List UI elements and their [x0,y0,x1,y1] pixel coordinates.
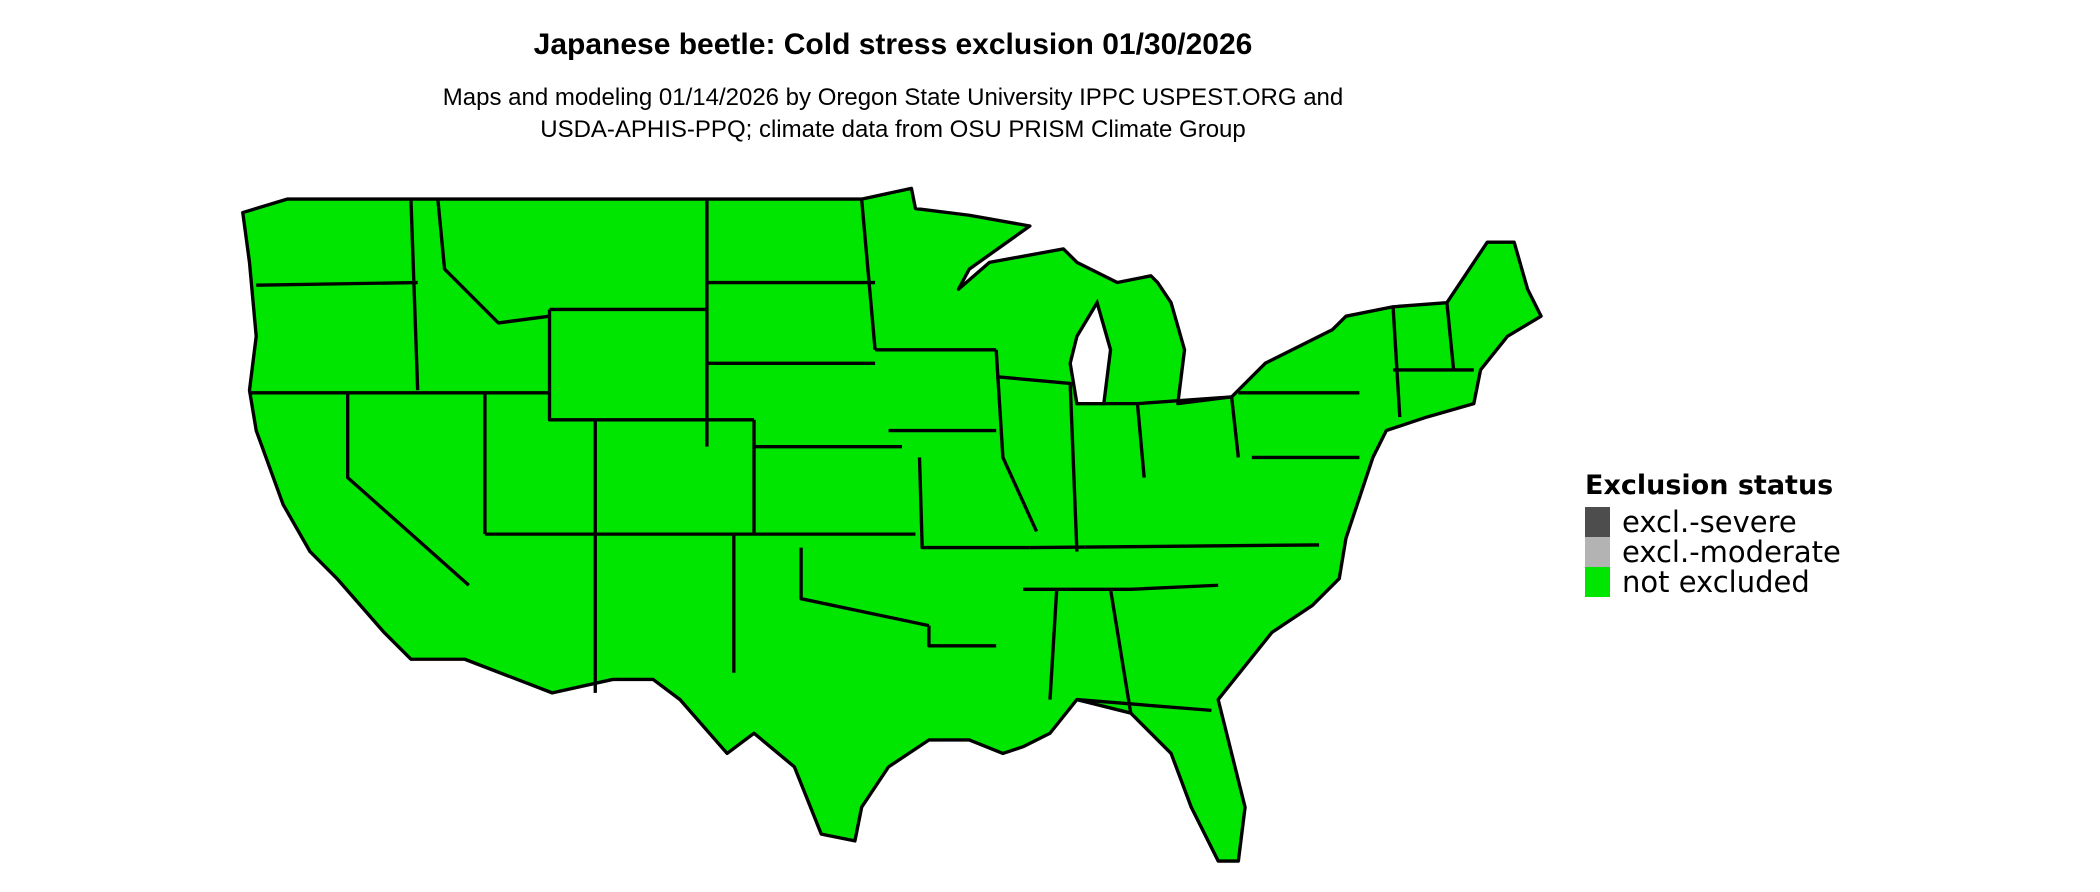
legend: Exclusion status excl.-severe excl.-mode… [1585,470,1841,599]
legend-label: excl.-severe [1622,505,1797,539]
legend-label: not excluded [1622,565,1810,599]
legend-item-moderate: excl.-moderate [1585,535,1841,569]
legend-label: excl.-moderate [1622,535,1841,569]
legend-title: Exclusion status [1585,470,1834,501]
legend-item-severe: excl.-severe [1585,505,1841,539]
map-subtitle-line-2: USDA-APHIS-PPQ; climate data from OSU PR… [540,116,1246,143]
state-borders [249,198,1474,714]
legend-swatch [1585,507,1610,537]
map-subtitle-line-1: Maps and modeling 01/14/2026 by Oregon S… [442,84,1344,111]
legend-swatch [1585,567,1610,597]
conus-outline [241,186,1543,863]
legend-item-not-excluded: not excluded [1585,565,1841,599]
map-title: Japanese beetle: Cold stress exclusion 0… [533,28,1253,61]
legend-swatch [1585,537,1610,567]
